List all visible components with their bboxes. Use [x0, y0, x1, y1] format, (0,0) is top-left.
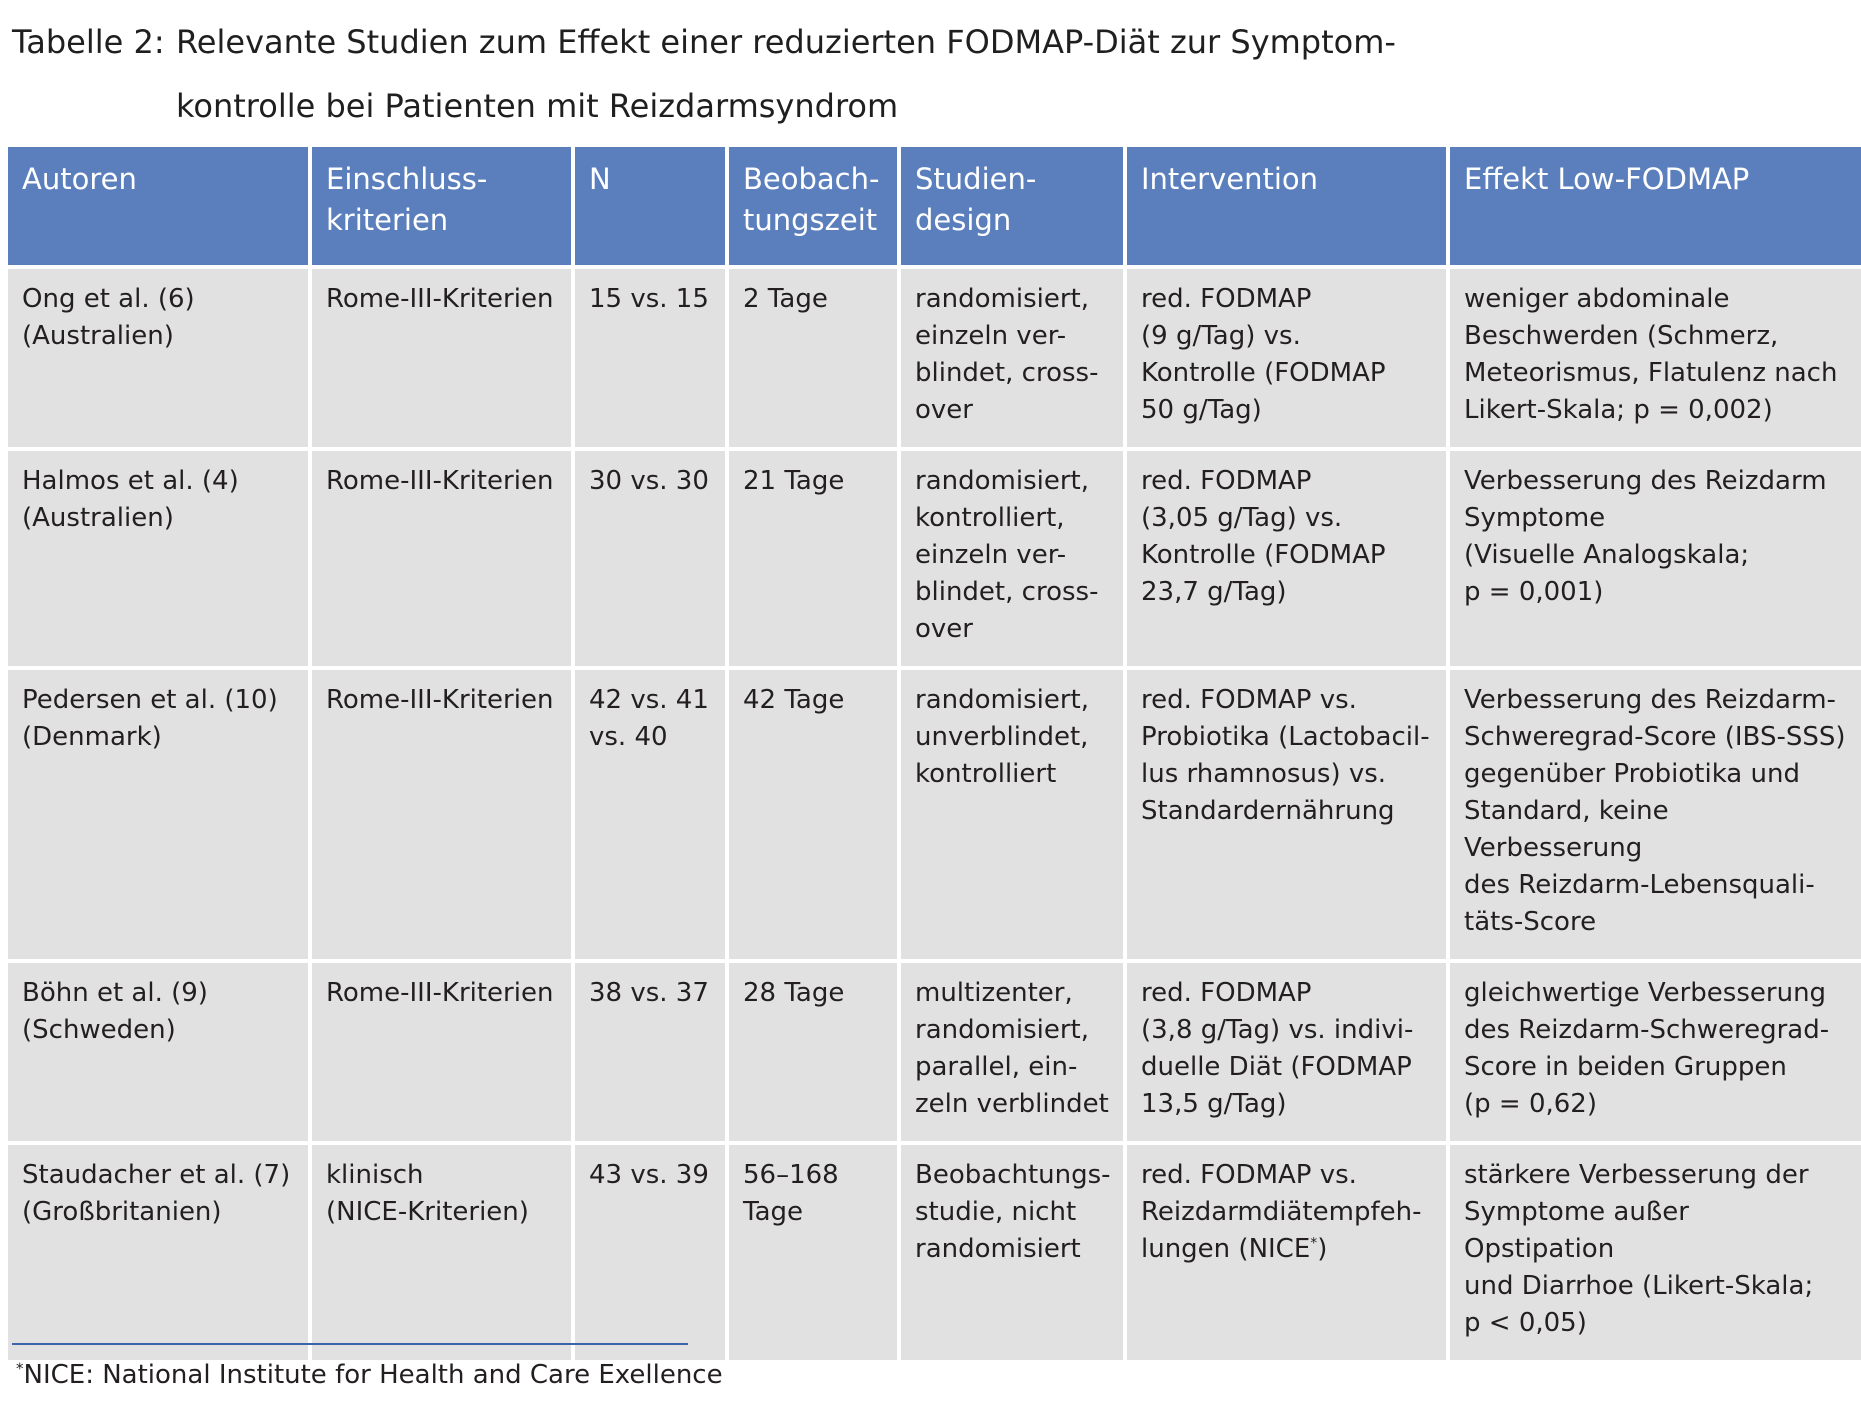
cell-intervention: red. FODMAP (9 g/Tag) vs. Kontrolle (FOD… — [1127, 269, 1446, 447]
cell-zeit: 2 Tage — [729, 269, 897, 447]
cell-effekt: gleichwertige Verbesserung des Reizdarm-… — [1450, 963, 1861, 1141]
header-n: N — [575, 147, 725, 265]
footnote-divider — [12, 1343, 688, 1345]
cell-effekt: weniger abdominale Beschwerden (Schmerz,… — [1450, 269, 1861, 447]
cell-design: randomisiert, einzeln ver- blindet, cros… — [901, 269, 1123, 447]
cell-intervention: red. FODMAP vs. Reizdarmdiätempfeh- lung… — [1127, 1145, 1446, 1360]
studies-table: Autoren Einschluss- kriterien N Beobach-… — [4, 143, 1861, 1364]
cell-autoren: Halmos et al. (4) (Australien) — [8, 451, 308, 666]
header-beobachtungszeit: Beobach- tungszeit — [729, 147, 897, 265]
footnote-reference-mark: * — [1310, 1235, 1318, 1252]
cell-effekt: Verbesserung des Reizdarm- Schweregrad-S… — [1450, 670, 1861, 959]
cell-n: 30 vs. 30 — [575, 451, 725, 666]
cell-kriterien: Rome-III-Kriterien — [312, 269, 571, 447]
cell-n: 43 vs. 39 — [575, 1145, 725, 1360]
cell-zeit: 28 Tage — [729, 963, 897, 1141]
cell-effekt: stärkere Verbesserung der Symptome außer… — [1450, 1145, 1861, 1360]
table-row: Staudacher et al. (7) (Großbritanien) kl… — [8, 1145, 1861, 1360]
cell-design: Beobachtungs- studie, nicht randomisiert — [901, 1145, 1123, 1360]
intervention-text: red. FODMAP vs. Reizdarmdiätempfeh- lung… — [1141, 1160, 1422, 1264]
cell-intervention: red. FODMAP vs. Probiotika (Lactobacil- … — [1127, 670, 1446, 959]
cell-n: 15 vs. 15 — [575, 269, 725, 447]
footnote: *NICE: National Institute for Health and… — [16, 1357, 723, 1393]
cell-effekt: Verbesserung des Reizdarm Symptome (Visu… — [1450, 451, 1861, 666]
cell-n: 42 vs. 41 vs. 40 — [575, 670, 725, 959]
cell-intervention: red. FODMAP (3,05 g/Tag) vs. Kontrolle (… — [1127, 451, 1446, 666]
cell-autoren: Böhn et al. (9) (Schweden) — [8, 963, 308, 1141]
cell-autoren: Ong et al. (6) (Australien) — [8, 269, 308, 447]
cell-kriterien: Rome-III-Kriterien — [312, 670, 571, 959]
intervention-text-end: ) — [1317, 1234, 1328, 1264]
header-studiendesign: Studien- design — [901, 147, 1123, 265]
table-row: Ong et al. (6) (Australien) Rome-III-Kri… — [8, 269, 1861, 447]
header-effekt: Effekt Low-FODMAP — [1450, 147, 1861, 265]
cell-autoren: Staudacher et al. (7) (Großbritanien) — [8, 1145, 308, 1360]
cell-zeit: 42 Tage — [729, 670, 897, 959]
table-row: Pedersen et al. (10) (Denmark) Rome-III-… — [8, 670, 1861, 959]
table-row: Halmos et al. (4) (Australien) Rome-III-… — [8, 451, 1861, 666]
footnote-text: NICE: National Institute for Health and … — [23, 1360, 723, 1390]
cell-zeit: 21 Tage — [729, 451, 897, 666]
cell-kriterien: Rome-III-Kriterien — [312, 963, 571, 1141]
header-einschlusskriterien: Einschluss- kriterien — [312, 147, 571, 265]
cell-design: randomisiert, kontrolliert, einzeln ver-… — [901, 451, 1123, 666]
footnote-mark: * — [16, 1359, 24, 1378]
table-caption-text: Relevante Studien zum Effekt einer reduz… — [176, 23, 1396, 125]
cell-kriterien: klinisch (NICE-Kriterien) — [312, 1145, 571, 1360]
cell-kriterien: Rome-III-Kriterien — [312, 451, 571, 666]
cell-zeit: 56–168 Tage — [729, 1145, 897, 1360]
table-caption-label: Tabelle 2: — [12, 23, 165, 61]
cell-autoren: Pedersen et al. (10) (Denmark) — [8, 670, 308, 959]
cell-design: multizenter, randomisiert, parallel, ein… — [901, 963, 1123, 1141]
cell-n: 38 vs. 37 — [575, 963, 725, 1141]
cell-intervention: red. FODMAP (3,8 g/Tag) vs. indivi- duel… — [1127, 963, 1446, 1141]
table-row: Böhn et al. (9) (Schweden) Rome-III-Krit… — [8, 963, 1861, 1141]
header-autoren: Autoren — [8, 147, 308, 265]
header-intervention: Intervention — [1127, 147, 1446, 265]
cell-design: randomisiert, unverblindet, kontrolliert — [901, 670, 1123, 959]
table-header-row: Autoren Einschluss- kriterien N Beobach-… — [8, 147, 1861, 265]
